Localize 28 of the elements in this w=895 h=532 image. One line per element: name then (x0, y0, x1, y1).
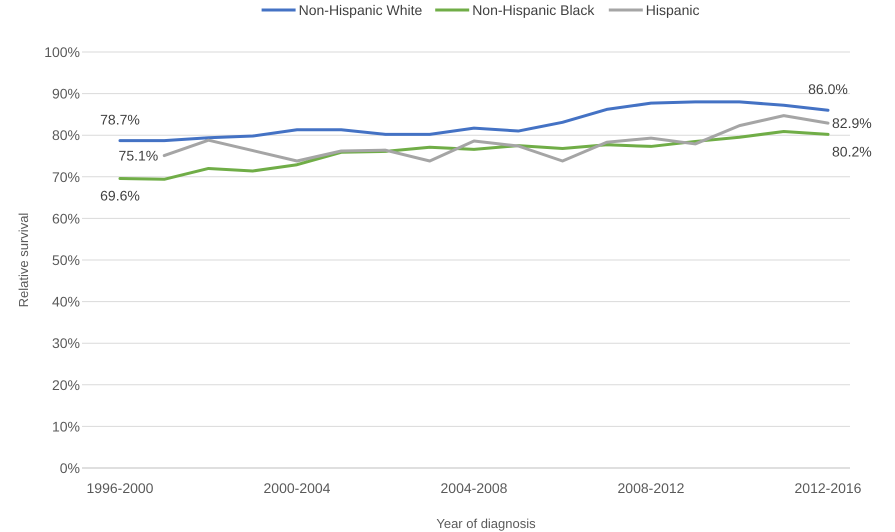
line-series (162, 114, 830, 162)
legend-label: Non-Hispanic White (298, 2, 423, 18)
y-axis-title: Relative survival (16, 212, 31, 308)
x-axis-title: Year of diagnosis (436, 516, 536, 531)
data-label: 78.7% (100, 112, 140, 128)
y-tick-label: 90% (52, 86, 80, 102)
y-tick-label: 50% (52, 252, 80, 268)
x-tick-label: 2012-2016 (794, 480, 862, 496)
data-label: 69.6% (100, 187, 140, 204)
y-tick-label: 40% (52, 294, 80, 310)
y-tick-label: 0% (60, 460, 80, 476)
data-label: 75.1% (118, 148, 158, 164)
y-tick-label: 30% (52, 335, 80, 352)
data-label: 80.2% (832, 143, 872, 160)
data-label: 86.0% (808, 81, 848, 98)
x-tick-label: 2008-2012 (618, 480, 685, 496)
x-tick-label: 1996-2000 (86, 480, 154, 496)
y-tick-label: 100% (44, 44, 80, 60)
legend-label: Non-Hispanic Black (472, 2, 596, 18)
y-tick-label: 10% (52, 418, 80, 434)
data-label: 82.9% (832, 115, 872, 132)
legend-label: Hispanic (646, 2, 700, 18)
y-tick-label: 80% (52, 127, 80, 144)
y-tick-label: 60% (52, 210, 80, 226)
y-tick-label: 70% (52, 168, 80, 185)
x-tick-label: 2000-2004 (264, 480, 331, 496)
y-tick-label: 20% (52, 376, 80, 393)
x-tick-label: 2004-2008 (440, 480, 508, 496)
